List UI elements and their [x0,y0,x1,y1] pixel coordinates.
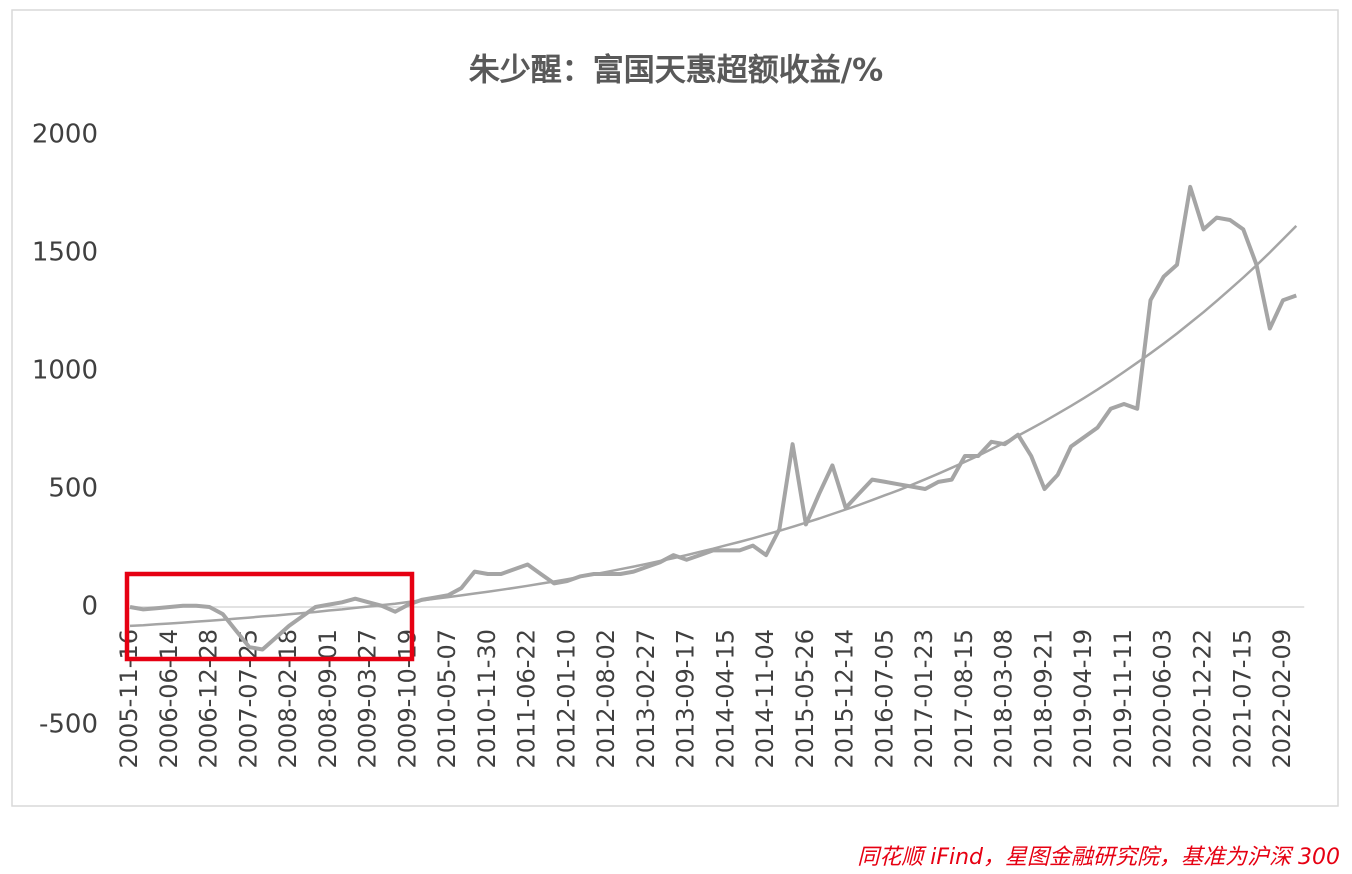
x-tick-label: 2014-04-15 [711,629,739,768]
x-tick-label: 2017-08-15 [950,629,978,768]
x-tick-label: 2019-11-11 [1109,629,1137,768]
x-tick-label: 2022-02-09 [1268,629,1296,768]
x-tick-label: 2018-03-08 [990,629,1018,768]
source-note: 同花顺 iFind，星图金融研究院，基准为沪深 300 [857,845,1340,870]
x-tick-label: 2009-10-19 [393,629,421,768]
x-tick-label: 2013-09-17 [672,629,700,768]
x-tick-label: 2020-06-03 [1149,629,1177,768]
x-tick-label: 2007-07-25 [234,629,262,768]
x-tick-label: 2010-05-07 [433,629,461,768]
y-tick-label: -500 [39,710,98,740]
x-tick-label: 2019-04-19 [1069,629,1097,768]
x-tick-label: 2014-11-04 [751,629,779,768]
x-tick-label: 2011-06-22 [513,629,541,768]
data-line [129,225,1298,628]
y-tick-label: 500 [48,474,98,504]
x-tick-label: 2020-12-22 [1188,629,1216,768]
chart-title: 朱少醒：富国天惠超额收益/% [469,53,883,89]
x-tick-label: 2010-11-30 [473,629,501,768]
x-tick-label: 2018-09-21 [1029,629,1057,768]
highlight-box [124,571,415,662]
x-tick-label: 2017-01-23 [910,629,938,768]
x-tick-label: 2015-05-26 [791,629,819,768]
y-tick-label: 2000 [32,120,98,150]
x-tick-label: 2006-06-14 [155,629,183,768]
x-tick-label: 2008-09-01 [314,629,342,768]
data-line [129,184,1297,652]
x-tick-label: 2013-02-27 [632,629,660,768]
x-tick-label: 2009-03-27 [354,629,382,768]
y-tick-label: 0 [81,592,98,622]
y-tick-label: 1000 [32,356,98,386]
x-tick-label: 2016-07-05 [870,629,898,768]
y-tick-label: 1500 [32,238,98,268]
x-tick-label: 2021-07-15 [1228,629,1256,768]
x-tick-label: 2012-01-10 [552,629,580,768]
x-tick-label: 2012-08-02 [592,629,620,768]
x-tick-label: 2015-12-14 [831,629,859,768]
x-tick-label: 2006-12-28 [195,629,223,768]
x-tick-label: 2008-02-18 [274,629,302,768]
